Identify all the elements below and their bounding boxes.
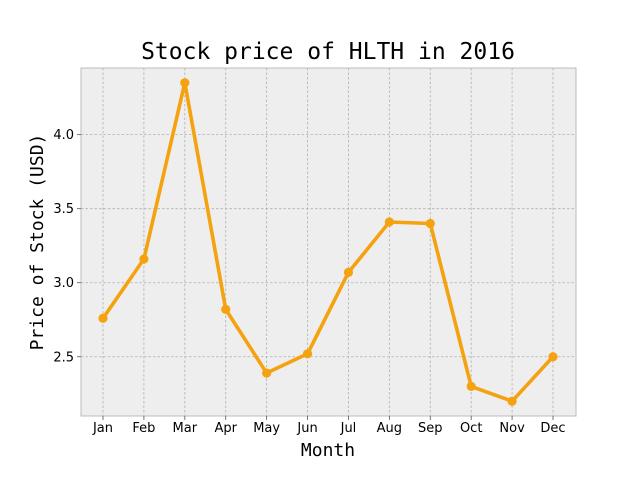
- x-tick-label: Apr: [214, 421, 237, 436]
- y-tick-label: 3.0: [53, 276, 74, 291]
- data-point-feb: [139, 254, 149, 264]
- data-point-sep: [425, 218, 435, 229]
- x-tick-label: Jan: [92, 421, 113, 436]
- x-tick-label: Feb: [132, 421, 155, 436]
- axis-ticks: Jan Feb Mar Apr May Jun Jul Aug Sep Oct Nov Dec 2.5 3…: [53, 128, 565, 436]
- plot-area: [80, 67, 577, 417]
- x-tick-label: Sep: [418, 421, 443, 436]
- data-point-apr: [221, 304, 231, 314]
- data-point-jan: [98, 313, 108, 323]
- x-tick-label: Mar: [173, 421, 198, 436]
- y-tick-label: 4.0: [53, 128, 74, 143]
- x-tick-label: Aug: [377, 421, 402, 436]
- grid: [81, 68, 576, 416]
- data-point-oct: [466, 381, 476, 391]
- x-tick-label: Oct: [460, 421, 482, 436]
- series-line: [101, 81, 555, 403]
- data-point-nov: [507, 396, 517, 406]
- x-tick-label: Jul: [340, 421, 357, 436]
- x-tick-label: Jun: [296, 421, 317, 436]
- x-tick-label: Dec: [540, 421, 565, 436]
- data-point-jul: [343, 267, 354, 277]
- series-layer: [98, 78, 558, 406]
- data-point-aug: [384, 217, 394, 227]
- chart-title: Stock price of HLTH in 2016: [141, 39, 515, 65]
- data-point-jun: [302, 349, 313, 359]
- data-point-may: [262, 368, 272, 378]
- data-point-dec: [548, 352, 558, 362]
- y-tick-label: 2.5: [53, 350, 74, 365]
- data-point-mar: [180, 78, 190, 88]
- y-tick-label: 3.5: [53, 202, 74, 217]
- y-axis-label: Price of Stock (USD): [27, 134, 48, 351]
- x-tick-label: May: [253, 421, 280, 436]
- x-axis-label: Month: [301, 440, 355, 461]
- x-tick-label: Nov: [499, 421, 525, 436]
